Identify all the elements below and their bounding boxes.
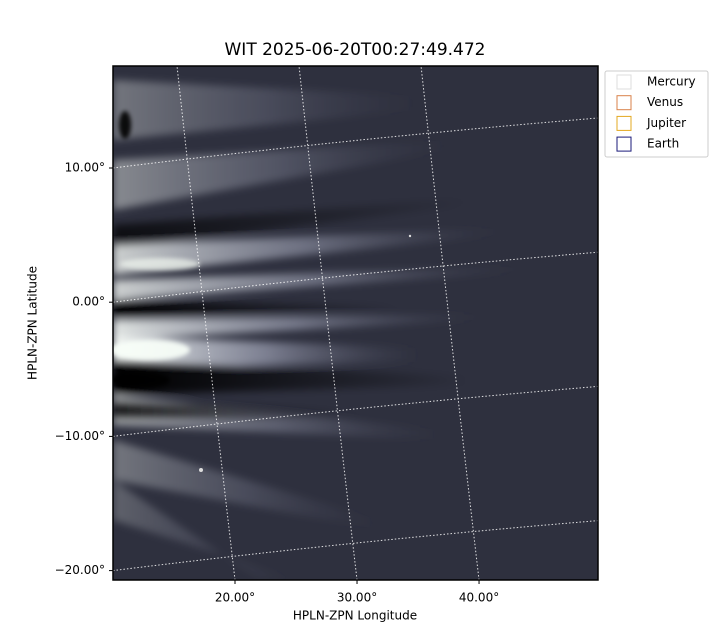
plot-frame [112, 65, 599, 581]
grid-line [420, 65, 480, 581]
legend-label: Mercury [647, 75, 696, 89]
legend-swatch [616, 95, 632, 111]
x-tick-label: 20.00° [215, 591, 255, 605]
grid-line [176, 65, 236, 581]
legend-label: Venus [647, 95, 683, 109]
grid-line [112, 251, 599, 303]
y-tick-label: 0.00° [72, 295, 105, 309]
y-tick-label: 10.00° [65, 160, 105, 174]
x-tick-label: 30.00° [337, 591, 377, 605]
y-tick-label: −10.00° [55, 429, 105, 443]
y-tick-label: −20.00° [55, 563, 105, 577]
grid-line [298, 65, 358, 581]
grid-line [112, 117, 599, 169]
x-axis-label: HPLN-ZPN Longitude [293, 609, 417, 623]
x-tick-label: 40.00° [459, 591, 499, 605]
legend-swatch [616, 136, 632, 152]
grid-line [112, 385, 599, 437]
chart-title: WIT 2025-06-20T00:27:49.472 [225, 40, 486, 60]
legend-label: Jupiter [646, 116, 686, 130]
legend-label: Earth [647, 137, 679, 151]
image [113, 66, 598, 580]
legend: Mercury Venus Jupiter Earth [604, 70, 709, 158]
y-axis-label: HPLN-ZPN Latitude [26, 266, 40, 380]
legend-swatch [616, 115, 632, 131]
legend-swatch [616, 74, 632, 90]
grid-line [112, 520, 599, 572]
